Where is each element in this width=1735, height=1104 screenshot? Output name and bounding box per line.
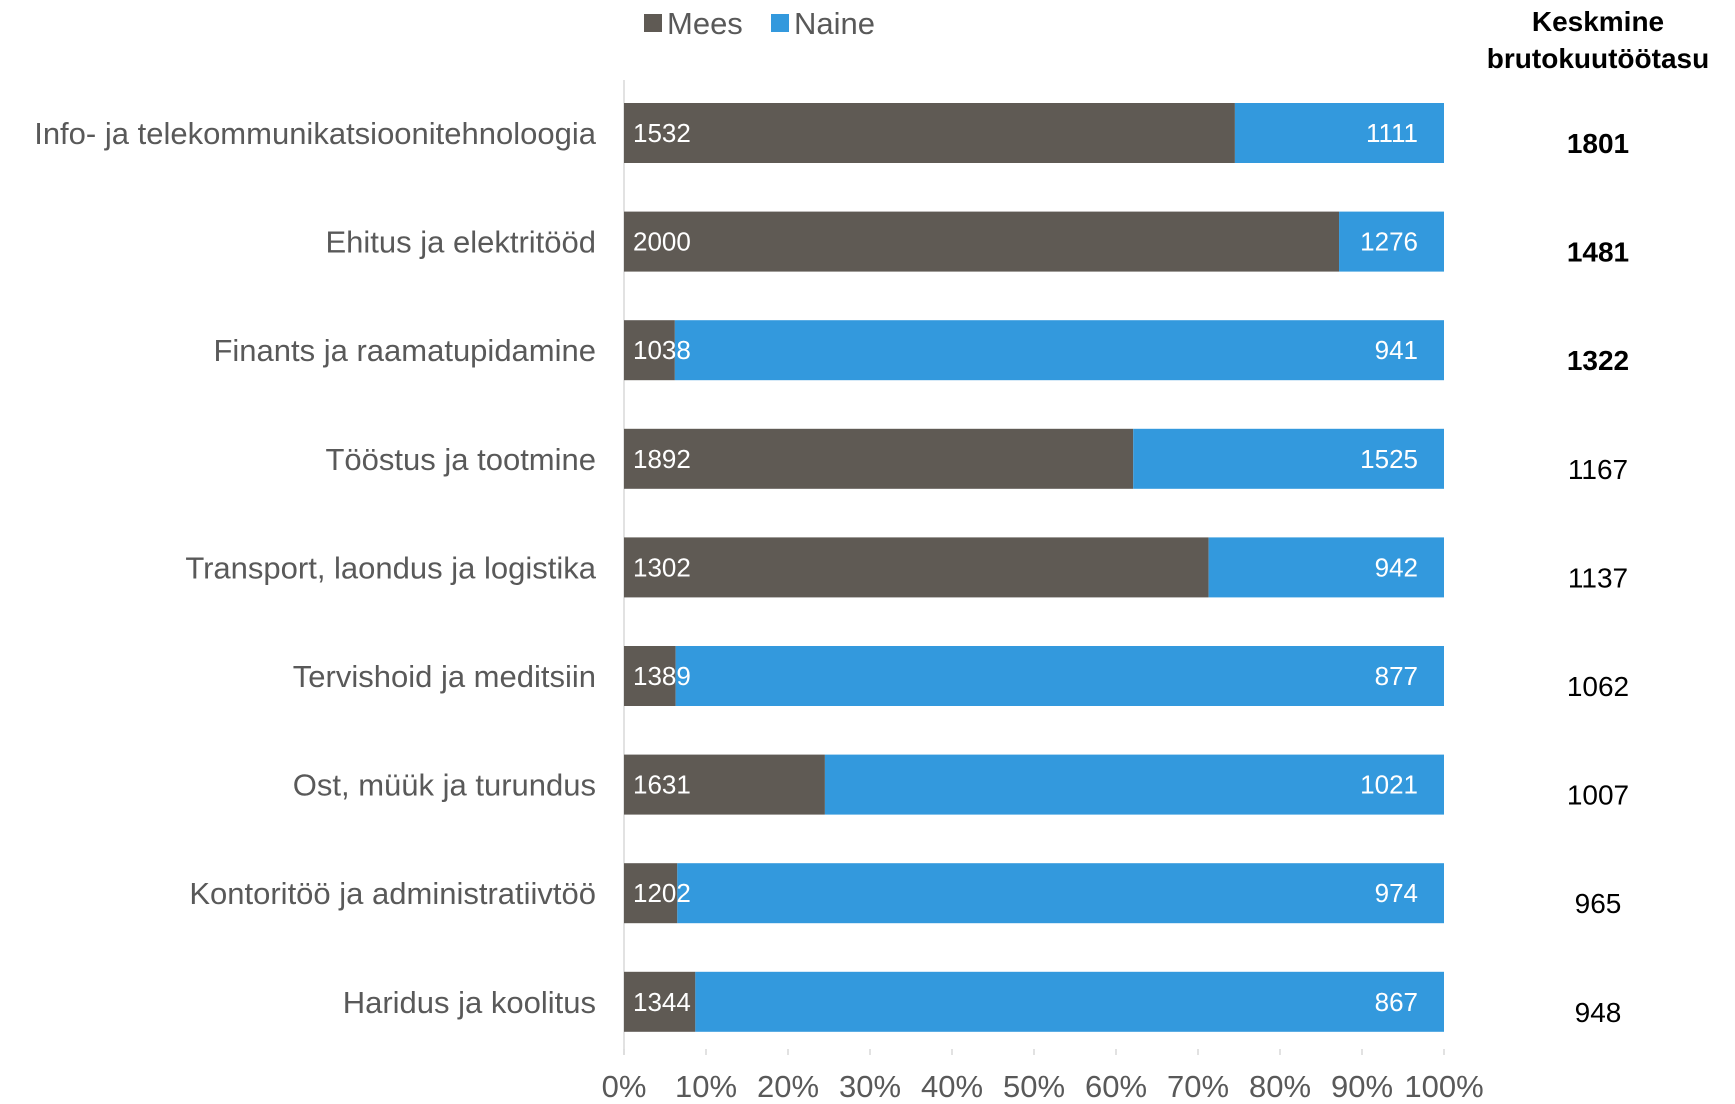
bar-segment-mees (624, 320, 675, 381)
bar-segment-naine (1234, 103, 1444, 163)
bar-segment-mees (624, 537, 1209, 598)
category-label: Info- ja telekommunikatsioonitehnoloogia (34, 116, 597, 151)
data-label-naine: 942 (1375, 552, 1418, 582)
bar-segment-mees (624, 211, 1340, 272)
bar-segment-naine (675, 646, 1444, 706)
side-column-value: 1322 (1567, 345, 1629, 376)
bar-segment-naine (824, 754, 1444, 815)
category-label: Tööstus ja tootmine (325, 442, 596, 477)
x-tick-label: 40% (921, 1069, 983, 1104)
side-column-title-line2: brutokuutöötasu (1487, 43, 1709, 74)
side-column-value: 1062 (1567, 671, 1629, 702)
bar-segment-mees (624, 754, 825, 815)
data-label-mees: 2000 (633, 227, 691, 257)
side-column-value: 1137 (1568, 562, 1628, 593)
bar-segment-naine (674, 320, 1444, 381)
data-label-mees: 1038 (633, 335, 691, 365)
bar-segment-mees (624, 428, 1134, 489)
category-label: Ost, müük ja turundus (293, 768, 596, 803)
bar-segment-mees (624, 646, 676, 706)
data-label-naine: 1021 (1360, 770, 1418, 800)
bar-segment-mees (624, 863, 678, 924)
legend-swatch-mees (644, 14, 662, 32)
data-label-mees: 1344 (633, 987, 691, 1017)
x-tick-label: 50% (1003, 1069, 1065, 1104)
data-label-naine: 867 (1375, 987, 1418, 1017)
category-label: Haridus ja koolitus (343, 985, 596, 1020)
side-column-value: 948 (1575, 997, 1622, 1028)
data-label-mees: 1302 (633, 552, 691, 582)
bar-segment-naine (1133, 428, 1444, 489)
category-label: Tervishoid ja meditsiin (293, 659, 596, 694)
category-label: Transport, laondus ja logistika (185, 550, 596, 585)
bar-segment-mees (624, 971, 696, 1032)
data-label-naine: 1111 (1366, 118, 1418, 148)
bar-segment-mees (624, 103, 1235, 163)
data-label-mees: 1631 (633, 770, 691, 800)
data-label-naine: 974 (1375, 878, 1418, 908)
side-column-value: 965 (1575, 888, 1622, 919)
category-label: Kontoritöö ja administratiivtöö (189, 876, 596, 911)
x-tick-label: 10% (675, 1069, 737, 1104)
data-label-naine: 1525 (1360, 444, 1418, 474)
side-column-title-line1: Keskmine (1532, 6, 1664, 37)
legend-label-mees: Mees (667, 6, 743, 41)
bar-segment-naine (677, 863, 1444, 924)
bar-segment-naine (1208, 537, 1444, 598)
x-tick-label: 60% (1085, 1069, 1147, 1104)
x-tick-label: 80% (1249, 1069, 1311, 1104)
x-tick-label: 20% (757, 1069, 819, 1104)
side-column-value: 1167 (1568, 454, 1628, 485)
category-label: Ehitus ja elektritööd (325, 225, 596, 260)
x-tick-label: 100% (1404, 1069, 1483, 1104)
data-label-mees: 1389 (633, 661, 691, 691)
bar-segment-naine (695, 971, 1444, 1032)
legend-label-naine: Naine (794, 6, 875, 41)
side-column-value: 1801 (1567, 128, 1629, 159)
data-label-naine: 1276 (1360, 227, 1418, 257)
bar-segment-naine (1339, 211, 1444, 272)
data-label-mees: 1892 (633, 444, 691, 474)
data-label-naine: 941 (1375, 335, 1418, 365)
side-column-value: 1481 (1567, 237, 1629, 268)
data-label-naine: 877 (1375, 661, 1418, 691)
x-tick-label: 30% (839, 1069, 901, 1104)
legend: Mees Naine (644, 6, 875, 41)
data-label-mees: 1532 (633, 118, 691, 148)
x-tick-label: 70% (1167, 1069, 1229, 1104)
category-label: Finants ja raamatupidamine (213, 333, 596, 368)
plot-area: 0% 10% 20% 30% 40% 50% 60% 70% 80% 90% 100% Info- j… (34, 80, 1629, 1104)
side-column-header: Keskmine brutokuutöötasu (1487, 6, 1709, 74)
side-column-value: 1007 (1567, 780, 1629, 811)
legend-swatch-naine (771, 14, 789, 32)
x-tick-label: 90% (1331, 1069, 1393, 1104)
data-label-mees: 1202 (633, 878, 691, 908)
x-tick-label: 0% (602, 1069, 647, 1104)
